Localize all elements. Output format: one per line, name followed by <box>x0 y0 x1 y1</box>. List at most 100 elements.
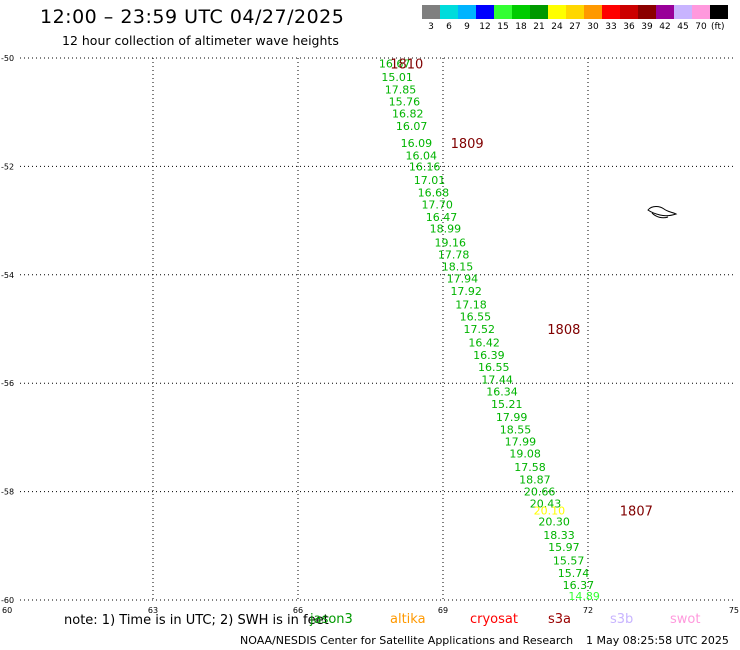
color-scale-label: 42 <box>659 22 671 32</box>
color-scale-swatch <box>620 5 638 19</box>
color-scale-label: 15 <box>497 22 509 32</box>
wave-height-point: 19.16 <box>435 236 467 249</box>
color-scale-label: 30 <box>587 22 599 32</box>
color-scale-swatch <box>656 5 674 19</box>
color-scale-bin: 18 <box>512 5 530 32</box>
color-scale-label: 6 <box>446 22 452 32</box>
color-scale-label: 21 <box>533 22 545 32</box>
wave-height-point: 17.01 <box>414 174 446 187</box>
x-tick-label: 75 <box>729 606 739 615</box>
color-scale-bin: 42 <box>656 5 674 32</box>
wave-height-point: 17.18 <box>455 299 487 312</box>
wave-height-point: 17.99 <box>505 436 537 449</box>
y-tick-label: -56 <box>1 379 14 388</box>
color-scale-bin: 12 <box>476 5 494 32</box>
wave-height-point: 16.34 <box>486 385 518 398</box>
wave-height-point: 16.09 <box>401 137 433 150</box>
color-scale-swatch <box>494 5 512 19</box>
wave-height-point: 16.47 <box>426 211 458 224</box>
island-shape <box>647 206 678 217</box>
wave-height-point: 20.10 <box>534 505 566 518</box>
wave-height-point: 16.82 <box>392 107 424 120</box>
wave-height-point: 17.99 <box>496 411 528 424</box>
wave-height-point: 18.55 <box>500 423 532 436</box>
y-tick-label: -58 <box>1 488 14 497</box>
x-tick-label: 66 <box>293 606 303 615</box>
color-scale-swatch <box>530 5 548 19</box>
color-scale-bin: 39 <box>638 5 656 32</box>
pass-time-label: 1807 <box>620 505 653 520</box>
y-tick-label: -60 <box>1 596 14 605</box>
wave-height-point: 16.39 <box>473 349 505 362</box>
wave-height-point: 14.89 <box>568 590 600 603</box>
wave-height-point: 16.68 <box>418 186 450 199</box>
wave-height-point: 15.74 <box>558 567 590 580</box>
color-scale-swatch <box>458 5 476 19</box>
island-outline <box>647 206 678 219</box>
wave-height-point: 20.30 <box>538 515 570 528</box>
color-scale-swatch <box>638 5 656 19</box>
color-scale-unit: (ft) <box>711 22 725 32</box>
color-scale-label: 70 <box>695 22 707 32</box>
wave-height-point: 17.85 <box>385 83 417 96</box>
wave-height-point: 17.92 <box>450 285 482 298</box>
wave-height-color-scale: 3 6 9 12 15 18 21 24 27 30 33 36 39 42 45 70 <box>422 5 728 32</box>
color-scale-swatch <box>710 5 728 19</box>
color-scale-bin <box>710 5 728 32</box>
pass-time-label: 1808 <box>547 323 580 338</box>
wave-height-point: 18.33 <box>543 529 575 542</box>
color-scale-swatch <box>512 5 530 19</box>
color-scale-swatch <box>692 5 710 19</box>
color-scale-label: 3 <box>428 22 434 32</box>
wave-height-point: 17.94 <box>447 273 479 286</box>
wave-height-point: 19.08 <box>509 448 541 461</box>
color-scale-label: 12 <box>479 22 491 32</box>
wave-height-point: 17.52 <box>464 323 496 336</box>
wave-height-point: 16.67 <box>379 57 411 70</box>
island-shape <box>651 212 669 219</box>
color-scale-bin: 9 <box>458 5 476 32</box>
wave-height-point: 20.66 <box>524 486 556 499</box>
y-tick-label: -50 <box>1 54 14 63</box>
color-scale-swatch <box>440 5 458 19</box>
satellite-legend: jason3 altika cryosat s3a s3b swot <box>0 612 740 630</box>
footer-note: note: 1) Time is in UTC; 2) SWH is in fe… <box>64 613 329 628</box>
x-tick-label: 60 <box>2 606 12 615</box>
wave-height-point: 16.37 <box>563 579 595 592</box>
color-scale-bin: 24 <box>548 5 566 32</box>
color-scale-label: 39 <box>641 22 653 32</box>
color-scale-bin: 45 <box>674 5 692 32</box>
color-scale-bin: 6 <box>440 5 458 32</box>
color-scale-swatch <box>584 5 602 19</box>
wave-height-point: 16.04 <box>406 150 438 163</box>
wave-height-point: 18.15 <box>442 261 474 274</box>
y-tick-label: -52 <box>1 162 14 171</box>
wave-height-point: 15.57 <box>553 554 585 567</box>
wave-height-point: 17.78 <box>438 249 470 262</box>
color-scale-label: 18 <box>515 22 527 32</box>
chart-subtitle: 12 hour collection of altimeter wave hei… <box>62 33 339 48</box>
wave-height-point: 17.44 <box>481 373 513 386</box>
wave-height-point: 16.42 <box>468 337 500 350</box>
wave-height-point: 16.16 <box>409 160 441 173</box>
wave-height-point: 15.01 <box>381 71 413 84</box>
chart-title: 12:00 – 23:59 UTC 04/27/2025 <box>40 6 345 28</box>
wave-height-point: 18.87 <box>519 474 551 487</box>
color-scale-bin: 21 <box>530 5 548 32</box>
footer-timestamp: 1 May 08:25:58 UTC 2025 <box>586 634 729 647</box>
x-tick-label: 72 <box>583 606 593 615</box>
color-scale-bin: 15 <box>494 5 512 32</box>
satellite-legend-altika: altika <box>390 612 426 627</box>
color-scale-swatch <box>548 5 566 19</box>
grid-lines <box>20 57 733 601</box>
wave-height-point: 18.99 <box>430 223 462 236</box>
pass-time-label: 1810 <box>390 57 423 72</box>
wave-height-point: 20.43 <box>530 498 562 511</box>
color-scale-swatch <box>566 5 584 19</box>
y-tick-label: -54 <box>1 271 14 280</box>
color-scale-label: 45 <box>677 22 689 32</box>
color-scale-label: 9 <box>464 22 470 32</box>
color-scale-swatch <box>422 5 440 19</box>
